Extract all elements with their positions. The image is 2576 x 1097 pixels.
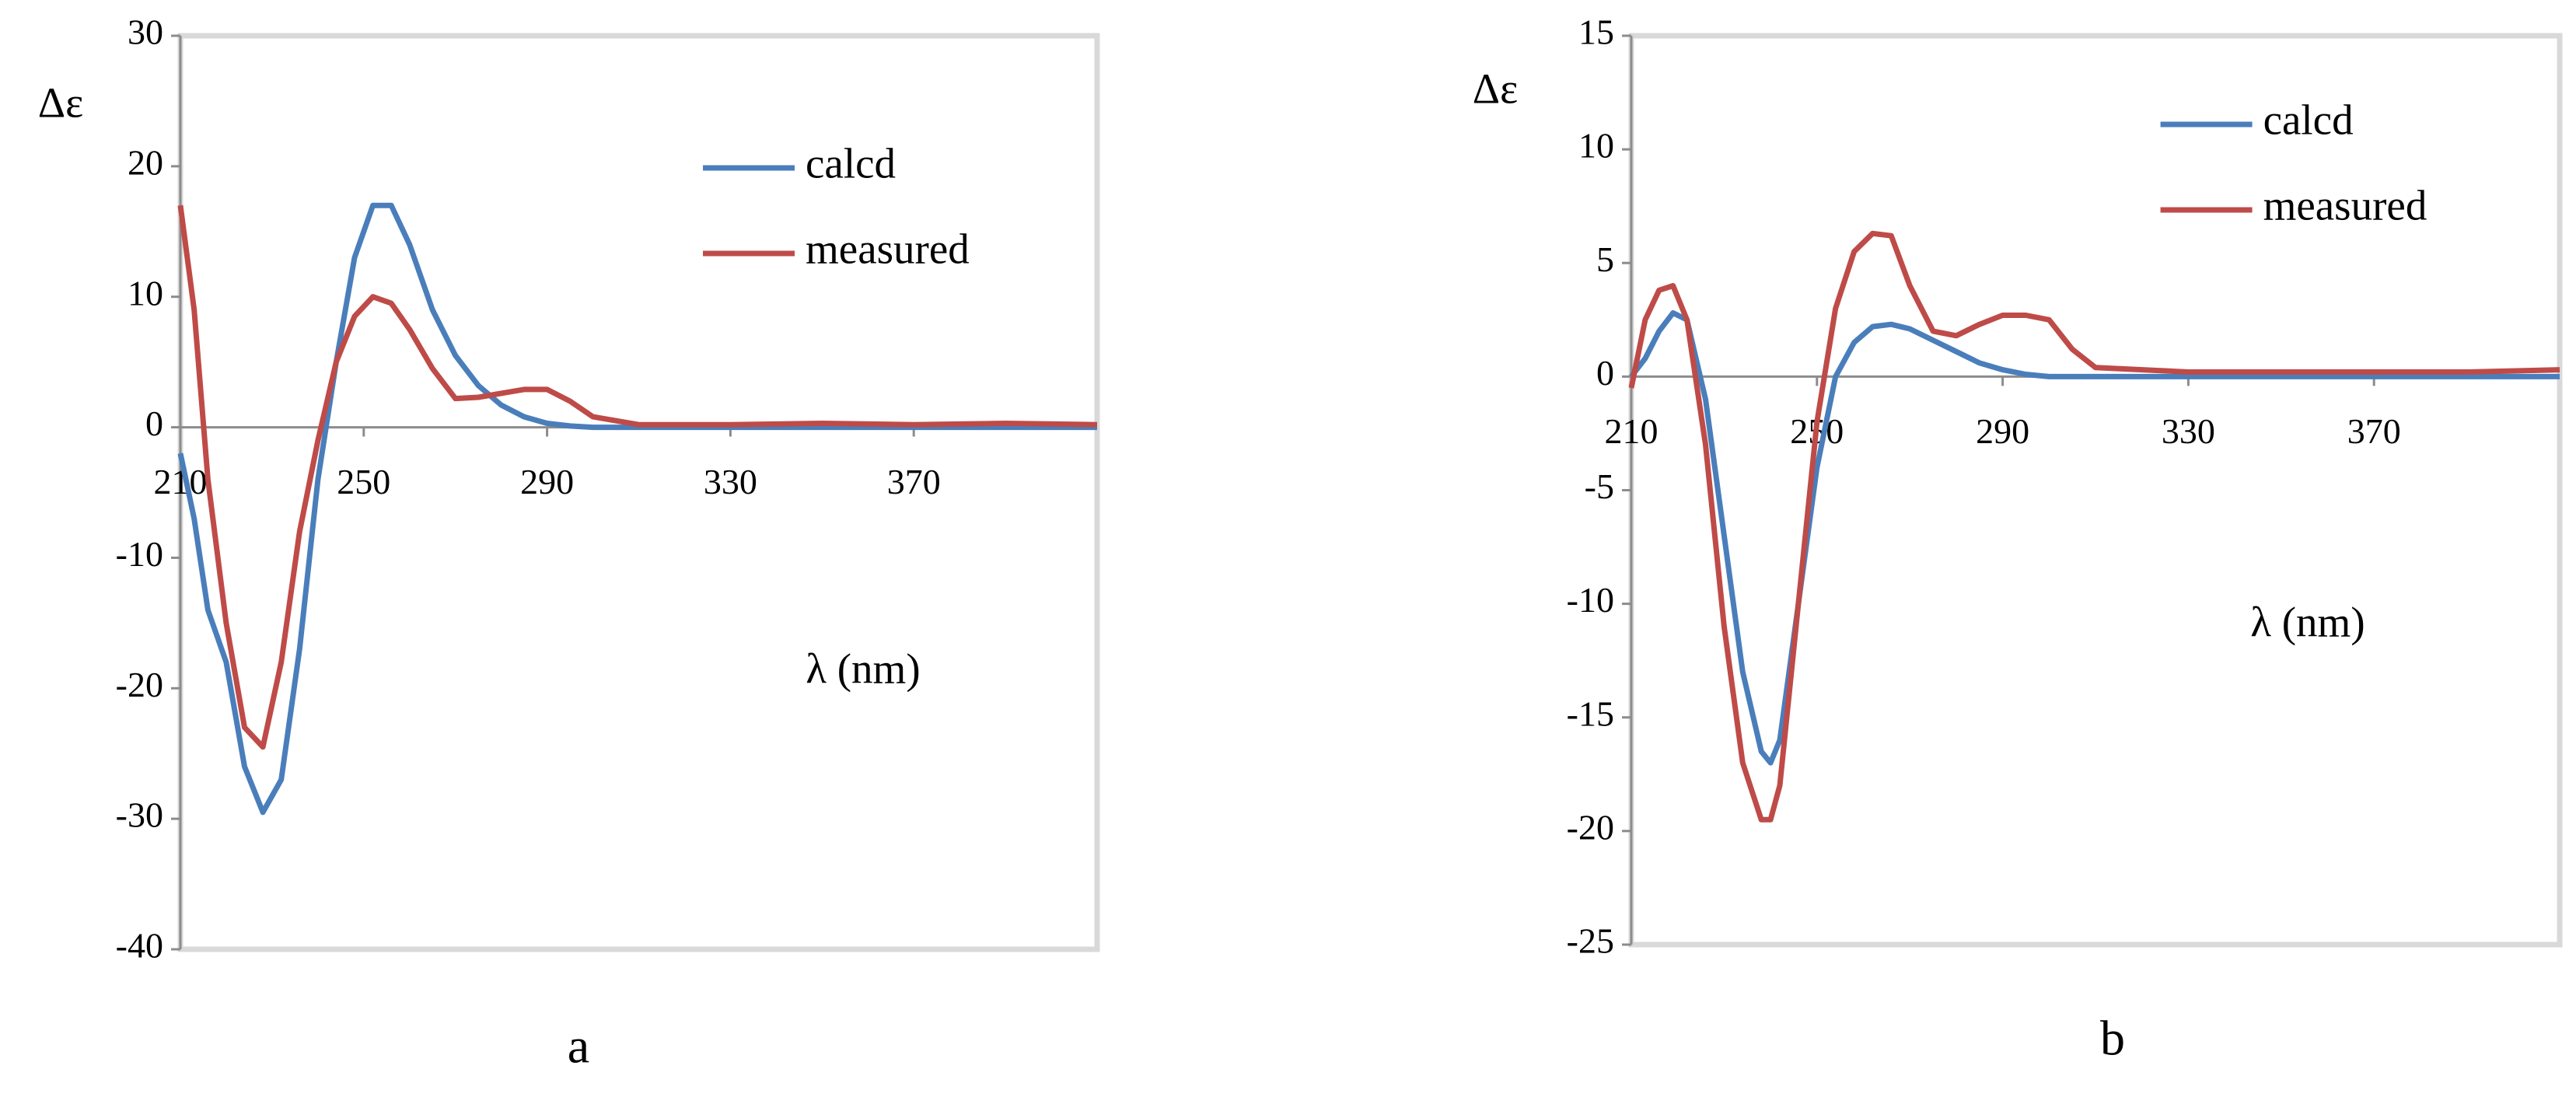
y-tick-label: -20	[1567, 807, 1614, 847]
y-tick-label: 10	[1578, 126, 1614, 166]
data-line	[177, 202, 1097, 816]
y-axis-label: Δε	[1473, 65, 1518, 113]
y-tick-label: 5	[1596, 239, 1614, 279]
data-line	[1628, 230, 2560, 823]
y-tick-label: -40	[116, 926, 163, 966]
y-tick-label: -30	[116, 795, 163, 835]
x-tick-label: 370	[2347, 411, 2401, 451]
y-tick-label: -10	[1567, 580, 1614, 620]
y-tick-label: -15	[1567, 693, 1614, 733]
legend-label: calcd	[806, 140, 896, 187]
x-tick-label: 370	[887, 462, 941, 501]
y-tick-label: -5	[1585, 466, 1614, 506]
x-axis-label: λ (nm)	[806, 645, 920, 693]
x-tick-label: 330	[2162, 411, 2215, 451]
panel-caption: b	[2100, 1011, 2125, 1066]
x-tick-label: 210	[154, 462, 208, 501]
y-tick-label: 30	[128, 12, 163, 52]
y-tick-label: -20	[116, 665, 163, 704]
y-tick-label: 0	[145, 404, 163, 443]
panel-caption: a	[568, 1018, 589, 1074]
x-tick-label: 210	[1605, 411, 1658, 451]
x-tick-label: 290	[520, 462, 574, 501]
data-line	[177, 204, 1098, 750]
legend-label: measured	[806, 225, 970, 273]
legend-label: measured	[2263, 182, 2427, 229]
y-tick-label: -10	[116, 534, 163, 574]
x-tick-label: 250	[337, 462, 390, 501]
y-tick-label: 10	[128, 273, 163, 313]
x-tick-label: 290	[1976, 411, 2029, 451]
legend-label: calcd	[2263, 96, 2354, 144]
x-tick-label: 330	[704, 462, 757, 501]
y-tick-label: 15	[1578, 12, 1614, 52]
x-axis-label: λ (nm)	[2250, 599, 2365, 646]
plot-frame	[1628, 33, 2563, 948]
y-tick-label: -25	[1567, 921, 1614, 961]
y-tick-label: 20	[128, 142, 163, 182]
y-axis-label: Δε	[38, 79, 83, 127]
data-line	[1629, 310, 2560, 766]
y-tick-label: 0	[1596, 353, 1614, 393]
